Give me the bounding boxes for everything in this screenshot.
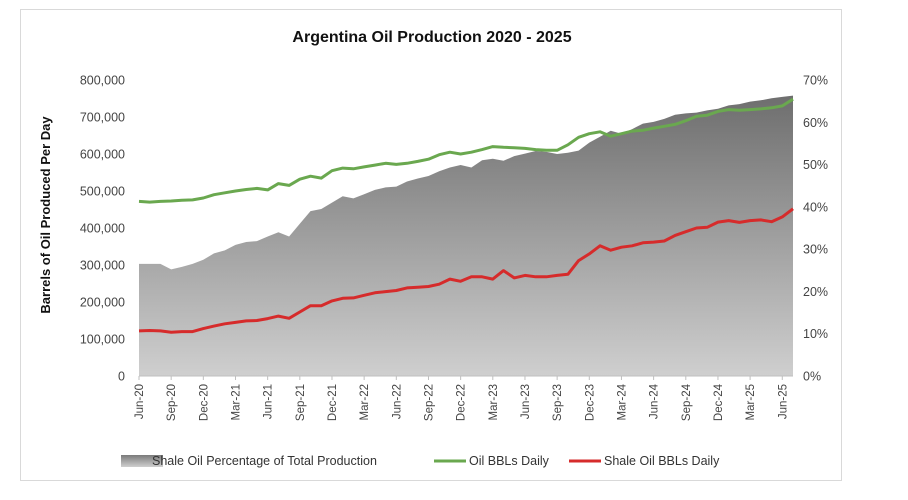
x-tick-label: Jun-21	[263, 384, 275, 419]
x-tick-label: Sep-22	[424, 384, 436, 421]
legend: Shale Oil Percentage of Total Production…	[121, 454, 720, 468]
x-tick-label: Jun-24	[649, 383, 661, 419]
y2-tick-label: 30%	[803, 243, 828, 257]
series-line-shale-daily	[138, 207, 794, 334]
x-tick-label: Mar-23	[488, 384, 500, 420]
chart-svg: Argentina Oil Production 2020 - 2025 Bar…	[38, 29, 828, 468]
chart-frame: Argentina Oil Production 2020 - 2025 Bar…	[20, 9, 842, 481]
y-tick-label: 400,000	[80, 222, 125, 236]
y2-tick-label: 40%	[803, 200, 828, 214]
y2-tick-label: 0%	[803, 370, 821, 384]
y2-tick-label: 20%	[803, 285, 828, 299]
x-tick-label: Dec-20	[198, 384, 210, 421]
legend-label-shale-percentage: Shale Oil Percentage of Total Production	[152, 454, 377, 468]
y-axis-label: Barrels of Oil Produced Per Day	[38, 116, 53, 314]
x-tick-label: Dec-21	[327, 384, 339, 421]
x-tick-label: Sep-20	[166, 384, 178, 421]
x-tick-label: Mar-21	[231, 384, 243, 420]
x-tick-label: Sep-24	[681, 383, 693, 421]
legend-label-oil-daily: Oil BBLs Daily	[469, 454, 550, 468]
y2-tick-label: 70%	[803, 74, 828, 88]
x-tick-label: Sep-21	[295, 384, 307, 421]
y2-tick-label: 10%	[803, 327, 828, 341]
x-tick-label: Mar-24	[617, 383, 629, 420]
series-line-oil-daily	[138, 97, 794, 204]
x-tick-label: Jun-22	[391, 384, 403, 419]
x-tick-label: Mar-25	[745, 384, 757, 420]
y2-tick-label: 50%	[803, 158, 828, 172]
x-tick-label: Jun-20	[134, 384, 146, 419]
x-tick-label: Jun-23	[520, 384, 532, 419]
y-tick-label: 600,000	[80, 148, 125, 162]
y-tick-label: 300,000	[80, 259, 125, 273]
x-tick-label: Jun-25	[777, 384, 789, 419]
y2-tick-label: 60%	[803, 116, 828, 130]
x-tick-label: Dec-22	[456, 384, 468, 421]
x-tick-label: Mar-22	[359, 384, 371, 420]
x-tick-label: Dec-24	[713, 383, 725, 421]
y-tick-label: 100,000	[80, 333, 125, 347]
y-tick-label: 500,000	[80, 185, 125, 199]
y-tick-label: 800,000	[80, 74, 125, 88]
y-tick-label: 700,000	[80, 111, 125, 125]
legend-swatch-shale-percentage	[121, 455, 163, 467]
legend-label-shale-daily: Shale Oil BBLs Daily	[604, 454, 720, 468]
series-area-shale-percentage	[139, 95, 793, 376]
y-tick-label: 0	[118, 370, 125, 384]
chart-title: Argentina Oil Production 2020 - 2025	[292, 29, 571, 46]
x-tick-label: Dec-23	[584, 384, 596, 421]
x-tick-label: Sep-23	[552, 384, 564, 421]
y-tick-label: 200,000	[80, 296, 125, 310]
